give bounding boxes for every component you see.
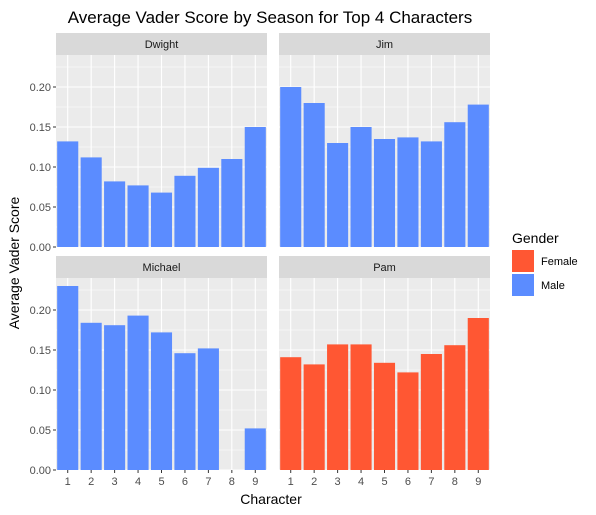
bar-michael-1 bbox=[57, 286, 79, 470]
strip-jim bbox=[279, 33, 490, 55]
x-tick-label: 8 bbox=[452, 476, 458, 488]
bar-michael-7 bbox=[197, 348, 219, 470]
bar-jim-6 bbox=[397, 137, 419, 247]
bar-michael-4 bbox=[127, 315, 149, 470]
bar-dwight-4 bbox=[127, 185, 149, 247]
strip-label-dwight: Dwight bbox=[145, 39, 179, 51]
y-tick-label: 0.00 bbox=[30, 465, 51, 477]
bar-pam-3 bbox=[327, 344, 349, 470]
panel-pam: Pam 1 2 3 4 5 6 7 8 9 bbox=[279, 256, 490, 488]
y-tick-label: 0.00 bbox=[30, 242, 51, 254]
x-tick-label: 1 bbox=[65, 476, 71, 488]
x-tick-label: 9 bbox=[252, 476, 258, 488]
bar-pam-5 bbox=[373, 362, 396, 470]
y-axis-label: Average Vader Score bbox=[6, 197, 22, 330]
legend: Gender Female Male bbox=[512, 230, 578, 296]
strip-label-michael: Michael bbox=[143, 262, 181, 274]
x-tick-label: 9 bbox=[475, 476, 481, 488]
bar-michael-5 bbox=[150, 332, 173, 470]
y-tick-label: 0.05 bbox=[30, 202, 51, 214]
x-tick-label: 6 bbox=[182, 476, 188, 488]
bar-michael-3 bbox=[104, 325, 126, 470]
bar-dwight-7 bbox=[197, 167, 219, 247]
panel-jim: Jim bbox=[279, 33, 490, 248]
legend-label-female: Female bbox=[541, 256, 578, 268]
x-tick-label: 3 bbox=[112, 476, 118, 488]
strip-michael bbox=[56, 256, 267, 278]
legend-entries: Female Male bbox=[512, 250, 578, 296]
bar-dwight-2 bbox=[80, 157, 102, 247]
bar-pam-9 bbox=[467, 318, 489, 470]
bar-jim-9 bbox=[467, 104, 489, 247]
bar-pam-6 bbox=[397, 372, 419, 470]
bar-pam-2 bbox=[303, 364, 325, 470]
x-tick-label: 5 bbox=[381, 476, 387, 488]
x-tick-label: 7 bbox=[428, 476, 434, 488]
legend-swatch-female bbox=[512, 250, 534, 272]
bar-pam-8 bbox=[444, 345, 466, 470]
y-tick-label: 0.10 bbox=[30, 162, 51, 174]
bar-jim-7 bbox=[420, 141, 442, 247]
bar-dwight-6 bbox=[174, 175, 196, 247]
x-tick-label: 1 bbox=[288, 476, 294, 488]
strip-label-pam: Pam bbox=[373, 262, 396, 274]
bar-jim-3 bbox=[327, 143, 349, 247]
y-tick-label: 0.05 bbox=[30, 425, 51, 437]
x-tick-label: 4 bbox=[135, 476, 141, 488]
bar-michael-6 bbox=[174, 353, 196, 470]
strip-pam bbox=[279, 256, 490, 278]
bar-dwight-1 bbox=[57, 141, 79, 247]
panel-michael: Michael 0.00 0.05 0.10 0.15 0.20 1 2 3 4 5 6 7 8 9 bbox=[30, 256, 267, 488]
bar-dwight-5 bbox=[150, 192, 173, 247]
chart-title: Average Vader Score by Season for Top 4 … bbox=[68, 8, 472, 27]
bar-pam-4 bbox=[350, 344, 372, 470]
x-tick-label: 6 bbox=[405, 476, 411, 488]
legend-swatch-male bbox=[512, 274, 534, 296]
legend-item-male: Male bbox=[512, 274, 565, 296]
x-tick-label: 4 bbox=[358, 476, 364, 488]
x-tick-label: 7 bbox=[205, 476, 211, 488]
x-tick-label: 8 bbox=[229, 476, 235, 488]
y-tick-label: 0.15 bbox=[30, 345, 51, 357]
bar-dwight-8 bbox=[221, 159, 243, 247]
x-axis-label: Character bbox=[240, 491, 302, 507]
strip-label-jim: Jim bbox=[376, 39, 393, 51]
bar-jim-4 bbox=[350, 127, 372, 247]
x-tick-label: 3 bbox=[335, 476, 341, 488]
strip-dwight bbox=[56, 33, 267, 55]
y-tick-label: 0.20 bbox=[30, 82, 51, 94]
bar-jim-2 bbox=[303, 103, 325, 247]
x-tick-label: 5 bbox=[158, 476, 164, 488]
x-tick-label: 2 bbox=[88, 476, 94, 488]
bar-pam-1 bbox=[280, 357, 302, 470]
y-tick-label: 0.10 bbox=[30, 385, 51, 397]
bar-jim-8 bbox=[444, 122, 466, 247]
legend-title: Gender bbox=[512, 230, 559, 246]
bar-michael-9 bbox=[244, 428, 266, 470]
legend-item-female: Female bbox=[512, 250, 578, 272]
panel-dwight: Dwight 0.00 0.05 0.10 0.15 0.20 bbox=[30, 33, 267, 254]
bar-jim-5 bbox=[373, 139, 396, 247]
y-tick-label: 0.15 bbox=[30, 122, 51, 134]
bar-dwight-9 bbox=[244, 127, 266, 247]
facet-panels: Dwight 0.00 0.05 0.10 0.15 0.20 Jim Michael 0.00… bbox=[30, 33, 490, 488]
bar-pam-7 bbox=[420, 354, 442, 470]
bar-michael-2 bbox=[80, 322, 102, 470]
y-tick-label: 0.20 bbox=[30, 305, 51, 317]
bar-dwight-3 bbox=[104, 181, 126, 247]
bar-jim-1 bbox=[280, 87, 302, 247]
legend-label-male: Male bbox=[541, 280, 565, 292]
x-tick-label: 2 bbox=[311, 476, 317, 488]
